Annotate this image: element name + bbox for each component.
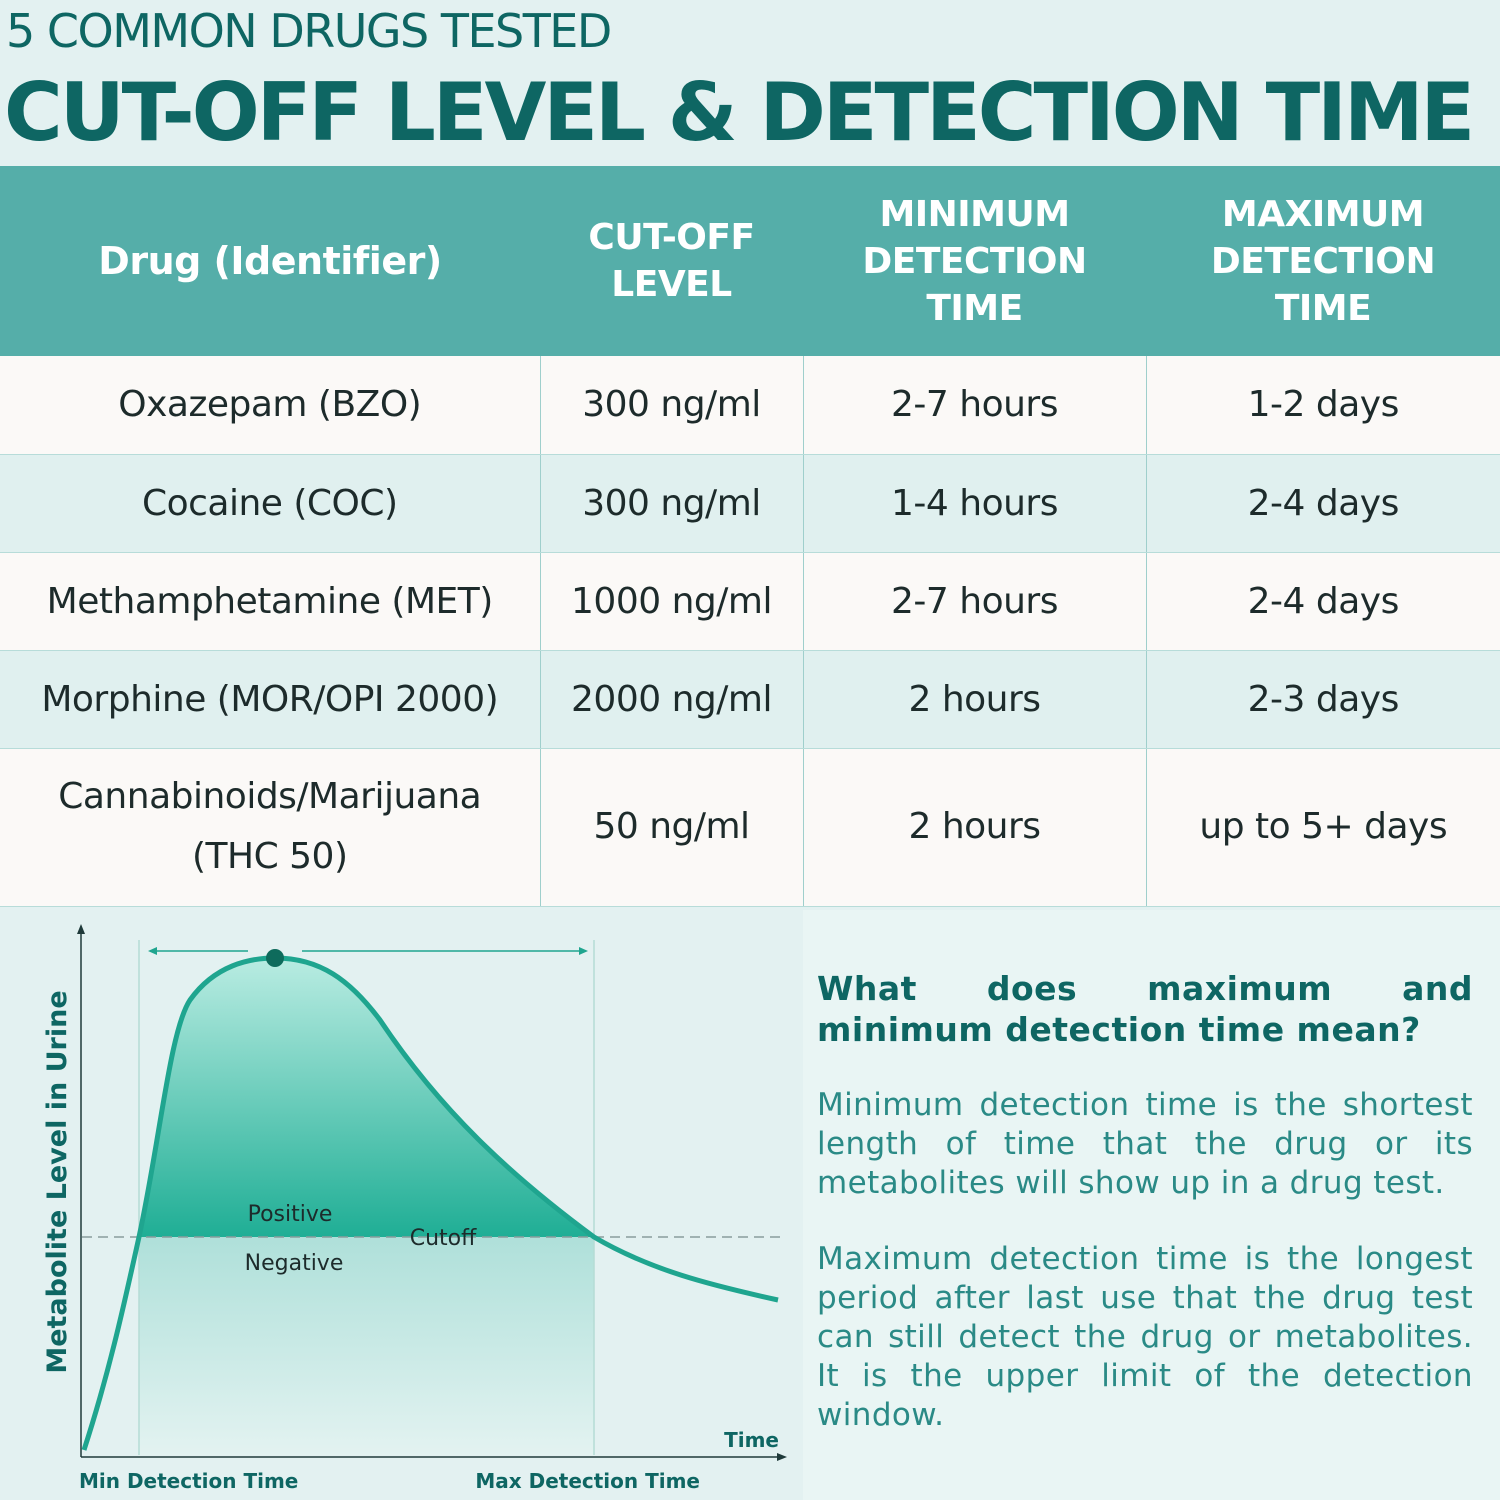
x-axis-label: Time — [724, 1428, 779, 1452]
cutoff-cell: 300 ng/ml — [539, 356, 803, 455]
max-time-cell: 2-4 days — [1145, 454, 1500, 553]
y-axis-arrow-icon — [77, 924, 85, 934]
column-header-max-time: MAXIMUM DETECTION TIME — [1146, 166, 1500, 356]
positive-area — [139, 958, 594, 1237]
negative-area — [139, 1237, 594, 1455]
cutoff-cell: 300 ng/ml — [539, 454, 803, 553]
peak-marker — [266, 949, 284, 967]
arrowhead-left-icon — [148, 947, 157, 955]
max-time-cell: 2-3 days — [1145, 650, 1500, 749]
subtitle: 5 COMMON DRUGS TESTED — [6, 4, 612, 58]
max-time-cell: 1-2 days — [1145, 356, 1500, 455]
drug-cell: Methamphetamine (MET) — [0, 552, 540, 651]
cutoff-label: Cutoff — [410, 1226, 477, 1251]
min-detection-explanation: Minimum detection time is the shortest l… — [817, 1087, 1473, 1201]
drug-cell: Cannabinoids/Marijuana (THC 50) — [0, 748, 540, 907]
table-row: Cannabinoids/Marijuana (THC 50) 50 ng/ml… — [0, 748, 1500, 907]
page-title: CUT-OFF LEVEL & DETECTION TIME — [4, 66, 1475, 159]
info-panel: What does maximum and minimum detection … — [803, 910, 1500, 1500]
drug-cell: Cocaine (COC) — [0, 454, 540, 553]
x-axis-arrow-icon — [777, 1453, 787, 1461]
cutoff-cell: 1000 ng/ml — [539, 552, 803, 651]
table-row: Oxazepam (BZO) 300 ng/ml 2-7 hours 1-2 d… — [0, 356, 1500, 455]
min-time-cell: 2 hours — [802, 650, 1146, 749]
min-time-cell: 1-4 hours — [802, 454, 1146, 553]
column-header-min-time: MINIMUM DETECTION TIME — [803, 166, 1146, 356]
min-detection-label: Min Detection Time — [79, 1469, 298, 1493]
column-header-drug: Drug (Identifier) — [0, 166, 540, 356]
y-axis-label: Metabolite Level in Urine — [42, 990, 73, 1373]
cutoff-cell: 2000 ng/ml — [539, 650, 803, 749]
detection-window-diagram: Metabolite Level in Urine Time Positive … — [0, 910, 803, 1500]
max-detection-label: Max Detection Time — [475, 1469, 700, 1493]
column-header-cutoff: CUT-OFF LEVEL — [540, 166, 803, 356]
max-detection-explanation: Maximum detection time is the longest pe… — [817, 1241, 1473, 1433]
drug-cell: Morphine (MOR/OPI 2000) — [0, 650, 540, 749]
min-time-cell: 2-7 hours — [802, 552, 1146, 651]
drug-cell: Oxazepam (BZO) — [0, 356, 540, 455]
max-time-cell: up to 5+ days — [1145, 748, 1500, 907]
max-time-cell: 2-4 days — [1145, 552, 1500, 651]
min-time-cell: 2-7 hours — [802, 356, 1146, 455]
cutoff-cell: 50 ng/ml — [539, 748, 803, 907]
detection-table: Drug (Identifier) CUT-OFF LEVEL MINIMUM … — [0, 166, 1500, 907]
table-row: Cocaine (COC) 300 ng/ml 1-4 hours 2-4 da… — [0, 454, 1500, 553]
table-row: Methamphetamine (MET) 1000 ng/ml 2-7 hou… — [0, 552, 1500, 651]
negative-label: Negative — [245, 1251, 344, 1276]
min-time-cell: 2 hours — [802, 748, 1146, 907]
arrowhead-right-icon — [579, 947, 588, 955]
diagram-svg: Metabolite Level in Urine Time Positive … — [42, 924, 787, 1493]
table-header-row: Drug (Identifier) CUT-OFF LEVEL MINIMUM … — [0, 166, 1500, 356]
table-row: Morphine (MOR/OPI 2000) 2000 ng/ml 2 hou… — [0, 650, 1500, 749]
info-heading: What does maximum and minimum detection … — [817, 969, 1473, 1049]
positive-label: Positive — [248, 1202, 333, 1227]
